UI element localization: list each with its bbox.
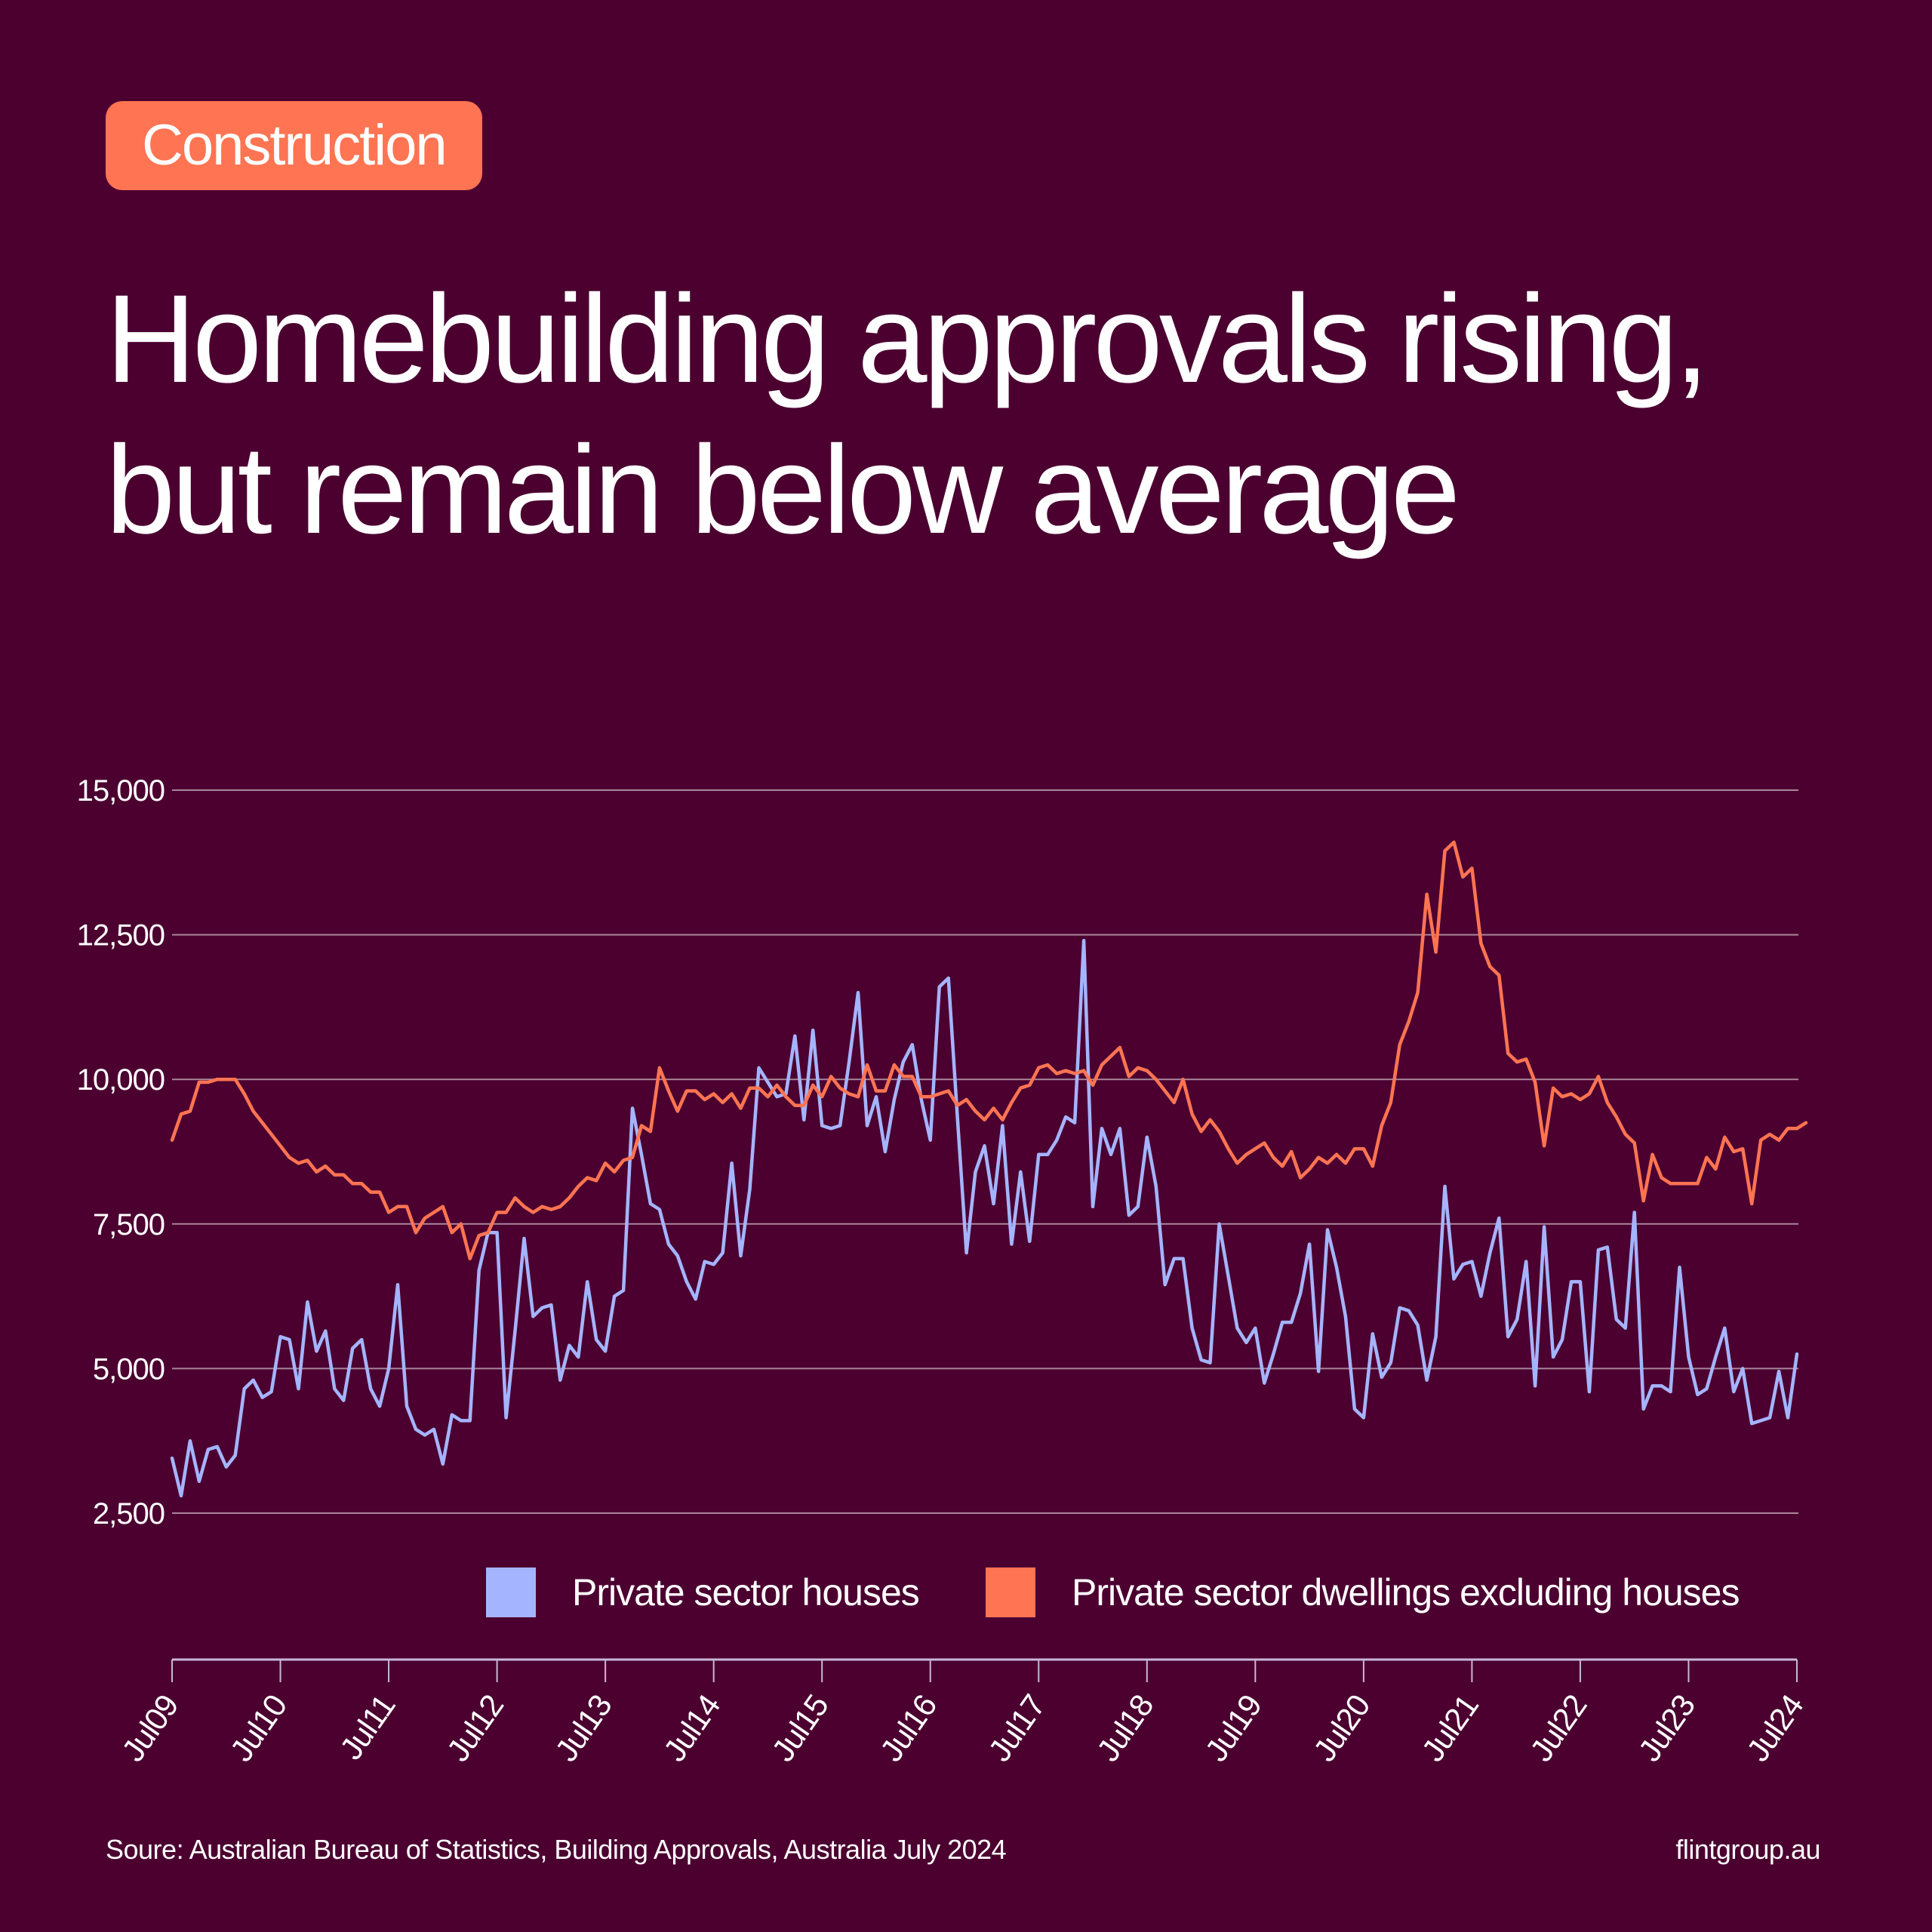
category-tag: Construction xyxy=(106,101,482,190)
series-lines xyxy=(170,840,1808,1498)
x-tick-label: Jul12 xyxy=(440,1688,510,1767)
page-title: Homebuilding approvals rising, but remai… xyxy=(106,264,1841,566)
x-tick-label: Jul10 xyxy=(223,1688,294,1767)
x-tick-label: Jul19 xyxy=(1198,1688,1268,1767)
legend-swatch-dwellings xyxy=(986,1567,1035,1617)
y-tick-label: 5,000 xyxy=(93,1352,165,1386)
legend-label-dwellings: Private sector dwellings excluding house… xyxy=(1072,1571,1740,1614)
x-tick-label: Jul13 xyxy=(548,1688,618,1767)
source-note: Soure: Australian Bureau of Statistics, … xyxy=(106,1834,1007,1865)
x-tick-label: Jul21 xyxy=(1415,1688,1485,1767)
y-tick-label: 2,500 xyxy=(93,1497,165,1531)
x-tick-label: Jul24 xyxy=(1740,1688,1810,1768)
x-tick-label: Jul23 xyxy=(1632,1688,1702,1767)
y-axis-ticks: 2,500 5,000 7,500 10,000 12,500 15,000 xyxy=(77,774,165,1531)
x-tick-label: Jul15 xyxy=(764,1688,835,1767)
title-line-1: Homebuilding approvals rising, xyxy=(106,269,1709,409)
houses-line xyxy=(170,939,1799,1498)
dwellings-line xyxy=(170,840,1808,1261)
x-tick-label: Jul16 xyxy=(873,1688,943,1767)
y-tick-label: 10,000 xyxy=(77,1063,165,1097)
x-tick-label: Jul20 xyxy=(1306,1688,1377,1767)
gridlines xyxy=(172,789,1798,1514)
x-tick-label: Jul14 xyxy=(657,1688,728,1768)
x-tick-label: Jul22 xyxy=(1523,1688,1593,1767)
x-tick-label: Jul09 xyxy=(115,1688,185,1767)
site-link[interactable]: flintgroup.au xyxy=(1675,1834,1820,1865)
y-tick-label: 12,500 xyxy=(77,919,165,952)
x-tick-label: Jul18 xyxy=(1090,1688,1160,1767)
legend-label-houses: Private sector houses xyxy=(572,1571,919,1614)
legend: Private sector houses Private sector dwe… xyxy=(486,1567,1740,1617)
legend-swatch-houses xyxy=(486,1567,536,1617)
x-tick-label: Jul11 xyxy=(333,1688,401,1766)
y-tick-label: 7,500 xyxy=(93,1208,165,1241)
title-line-2: but remain below average xyxy=(106,420,1460,560)
x-tick-label: Jul17 xyxy=(981,1688,1051,1767)
y-tick-label: 15,000 xyxy=(77,774,165,808)
x-axis: Jul09 Jul10 Jul11 Jul12 Jul13 Jul14 Jul15 Jul16… xyxy=(115,1658,1810,1768)
